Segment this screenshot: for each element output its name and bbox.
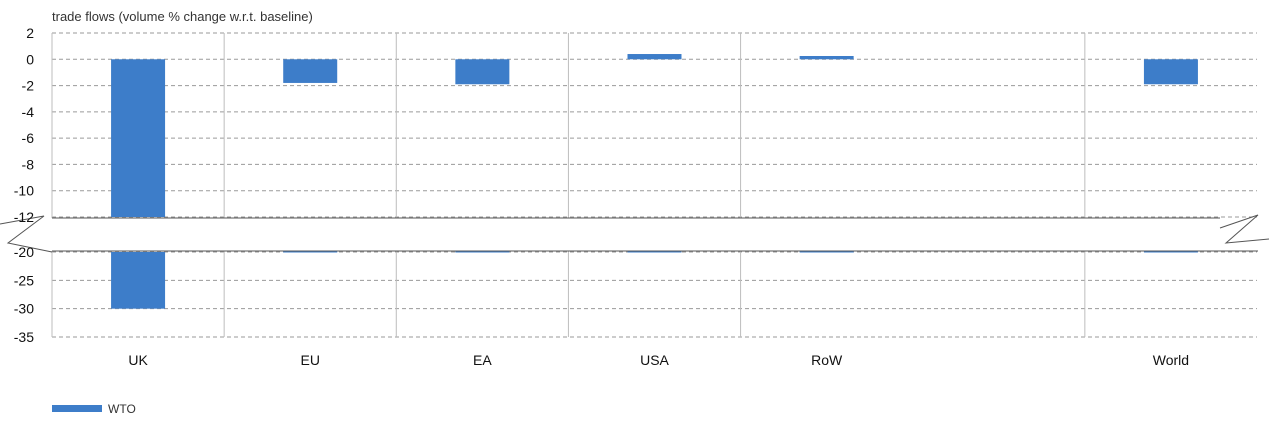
y-tick-label: -30	[14, 301, 34, 317]
y-tick-label: 0	[26, 51, 34, 67]
y-tick-label: -6	[22, 130, 35, 146]
y-axis-label: trade flows (volume % change w.r.t. base…	[52, 9, 313, 24]
bar-row	[799, 56, 854, 60]
gridlines	[51, 32, 1257, 338]
bars	[111, 54, 1198, 309]
y-tick-label: -20	[14, 244, 34, 260]
x-tick-label-eu: EU	[300, 352, 319, 368]
bar-ea	[455, 59, 510, 85]
bar-uk-lower	[111, 252, 166, 309]
y-ticks: 2 0 -2 -4 -6 -8 -10 -12 -20 -25 -30 -35	[14, 25, 34, 345]
axis-break	[0, 214, 1269, 253]
x-ticks: UK EU EA USA RoW World	[128, 352, 1189, 368]
y-tick-label: 2	[26, 25, 34, 41]
break-zigzag-left	[0, 215, 53, 253]
y-tick-label: -35	[14, 329, 34, 345]
legend-swatch-wto	[52, 405, 102, 412]
y-tick-label: -25	[14, 272, 34, 288]
bar-uk-upper	[111, 59, 166, 218]
y-tick-label: -12	[14, 209, 34, 225]
y-tick-label: -2	[22, 78, 35, 94]
break-zigzag-right	[1219, 214, 1269, 244]
y-tick-label: -10	[14, 183, 34, 199]
x-tick-label-row: RoW	[811, 352, 843, 368]
y-tick-label: -4	[22, 104, 35, 120]
y-tick-label: -8	[22, 156, 35, 172]
legend: WTO	[52, 402, 136, 416]
x-tick-label-world: World	[1153, 352, 1189, 368]
bar-world	[1143, 59, 1198, 85]
x-tick-label-ea: EA	[473, 352, 492, 368]
break-band	[0, 218, 1269, 251]
bar-usa	[627, 54, 682, 60]
x-tick-label-usa: USA	[640, 352, 669, 368]
bar-eu	[283, 59, 338, 83]
legend-label-wto: WTO	[108, 402, 136, 416]
x-tick-label-uk: UK	[128, 352, 148, 368]
